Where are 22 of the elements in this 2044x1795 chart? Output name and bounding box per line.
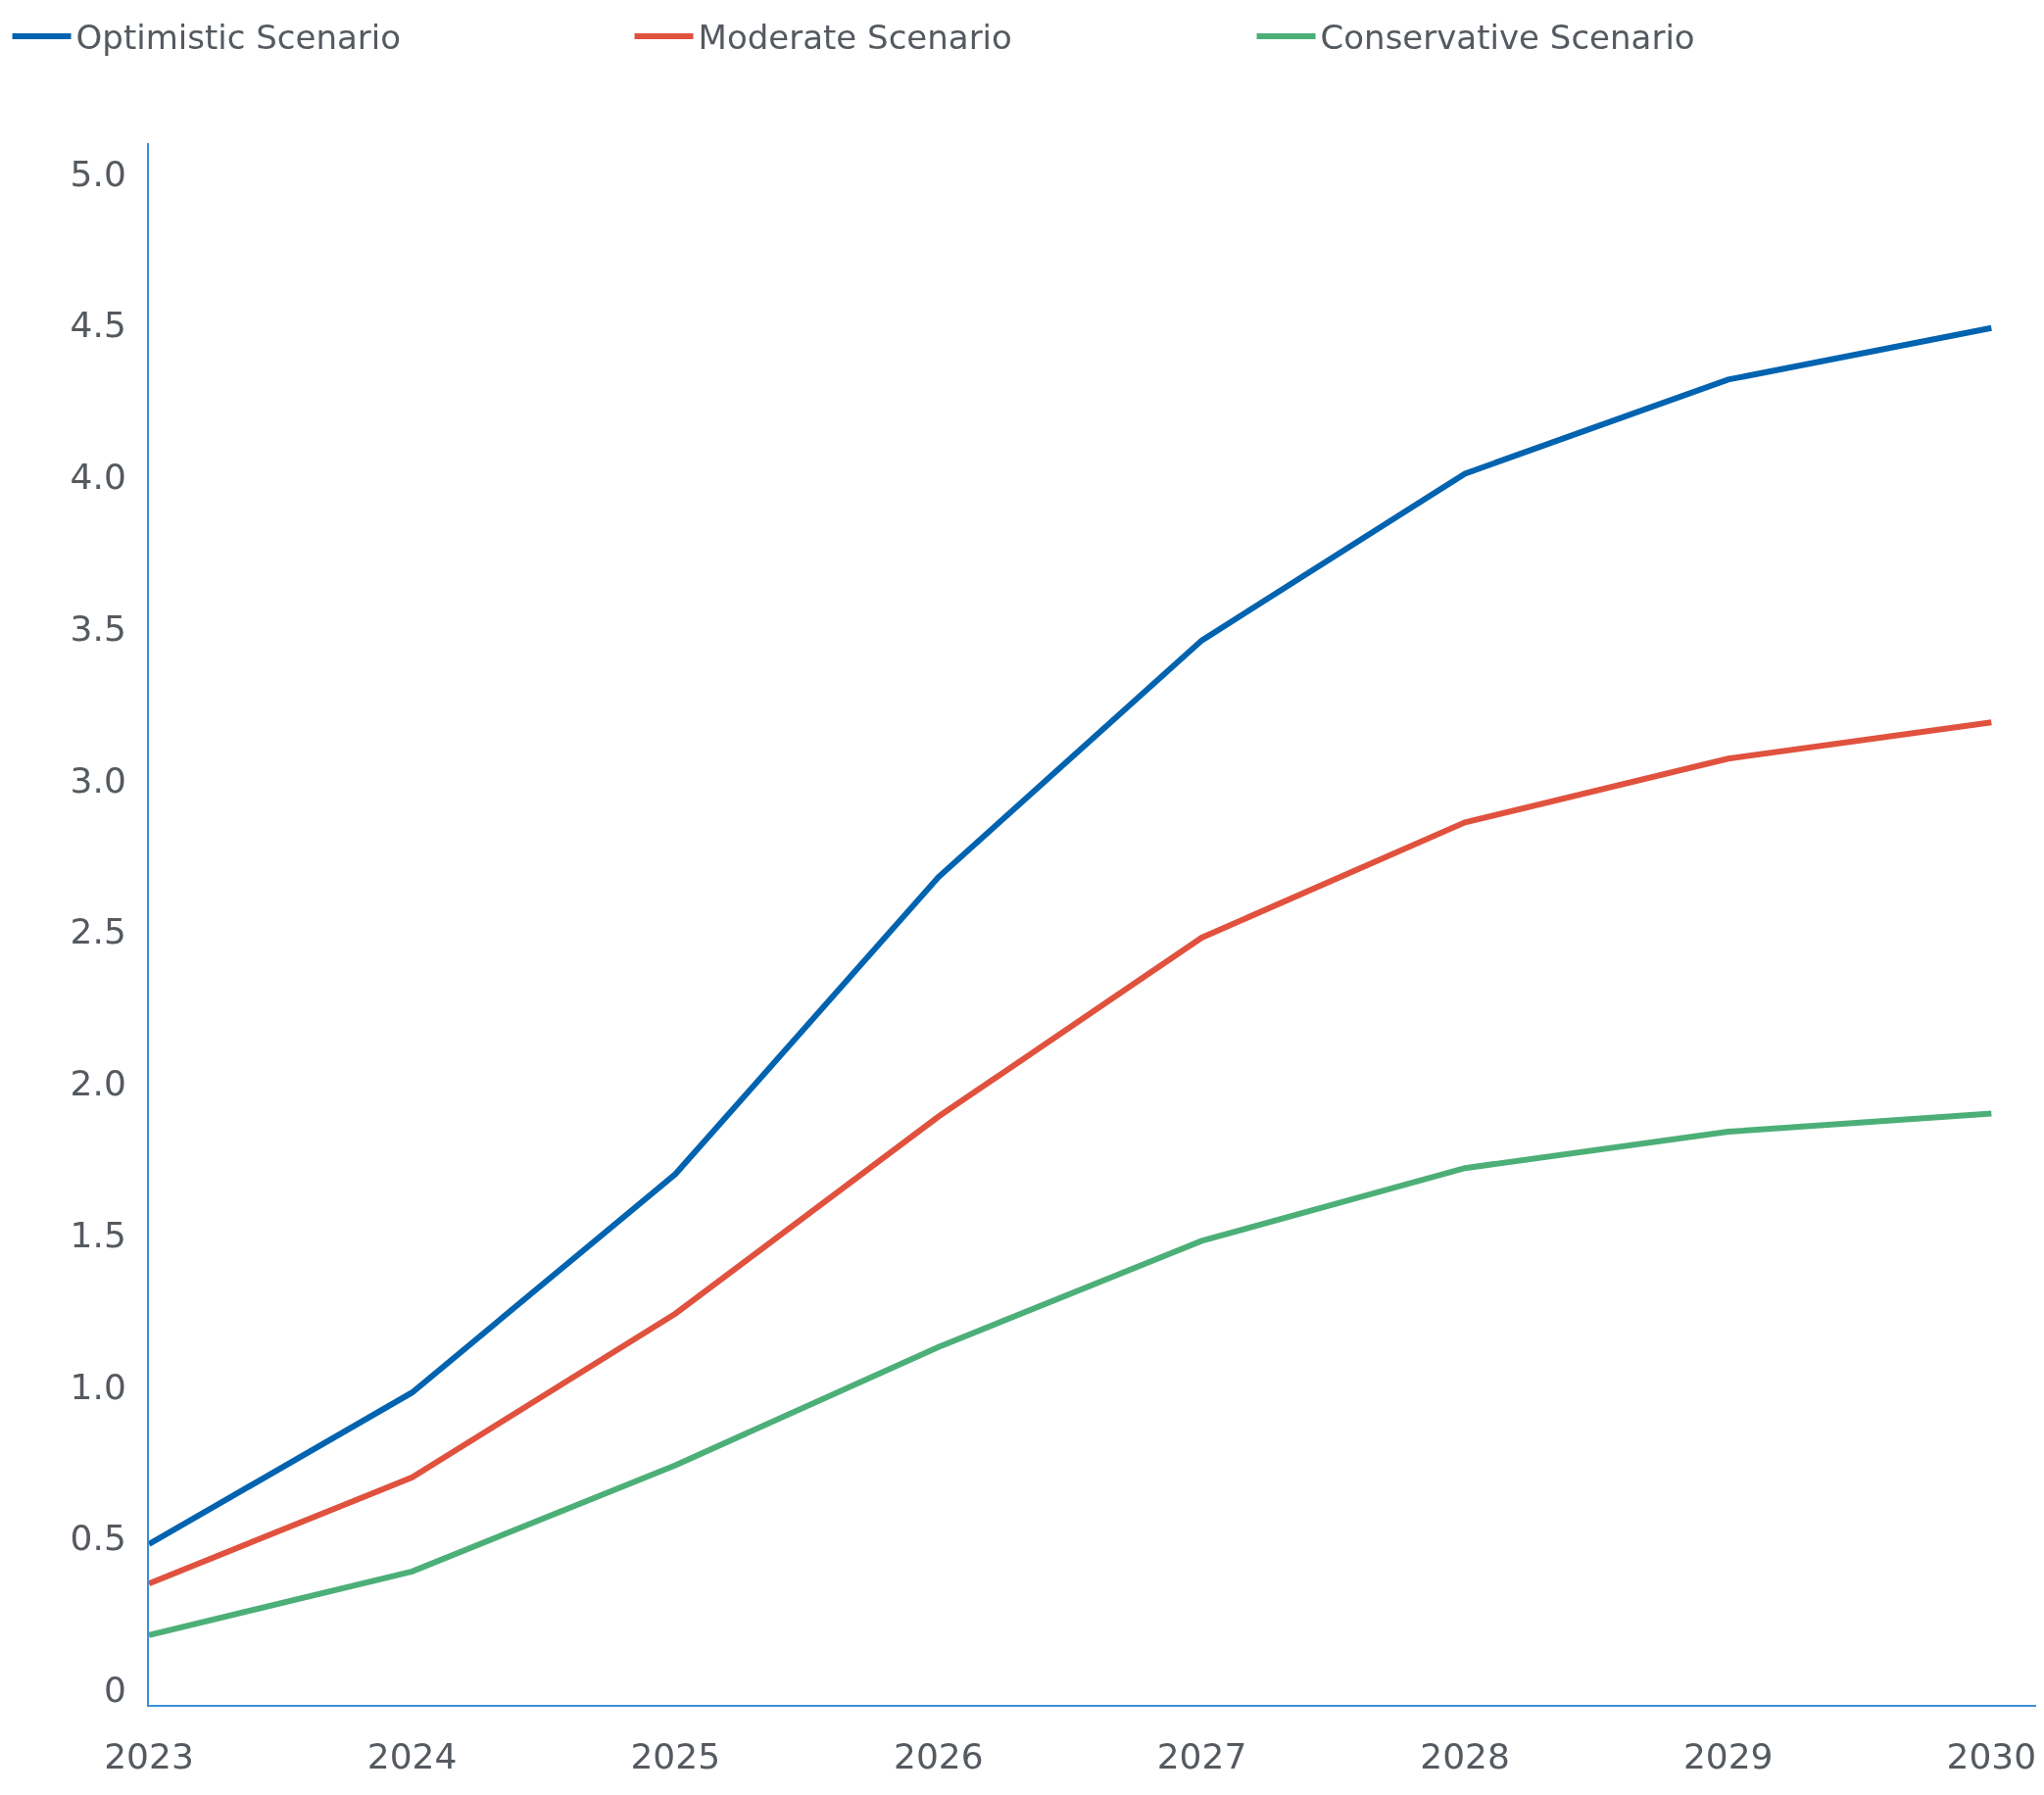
legend-label: Optimistic Scenario [75, 18, 402, 58]
y-tick-label: 1.0 [70, 1366, 126, 1407]
x-tick-label: 2028 [1420, 1736, 1510, 1777]
x-tick-label: 2030 [1946, 1736, 2037, 1777]
y-tick-label: 0 [103, 1670, 126, 1711]
x-tick-label: 2029 [1682, 1736, 1774, 1777]
x-tick-label: 2024 [366, 1736, 458, 1777]
y-tick-label: 2.0 [70, 1063, 126, 1104]
legend-label: Moderate Scenario [698, 18, 1012, 58]
y-tick-label: 2.5 [70, 911, 126, 952]
y-tick-label: 5.0 [70, 153, 126, 194]
y-tick-label: 4.0 [70, 457, 126, 498]
x-tick-label: 2025 [630, 1736, 721, 1777]
x-tick-label: 2023 [104, 1736, 194, 1777]
legend-label: Conservative Scenario [1320, 18, 1695, 58]
y-tick-label: 1.5 [70, 1214, 126, 1255]
y-tick-label: 0.5 [70, 1518, 126, 1559]
x-tick-label: 2026 [894, 1736, 984, 1777]
y-tick-label: 4.5 [70, 305, 126, 346]
y-tick-label: 3.5 [70, 607, 126, 649]
x-tick-label: 2027 [1156, 1736, 1247, 1777]
y-tick-label: 3.0 [70, 759, 126, 800]
